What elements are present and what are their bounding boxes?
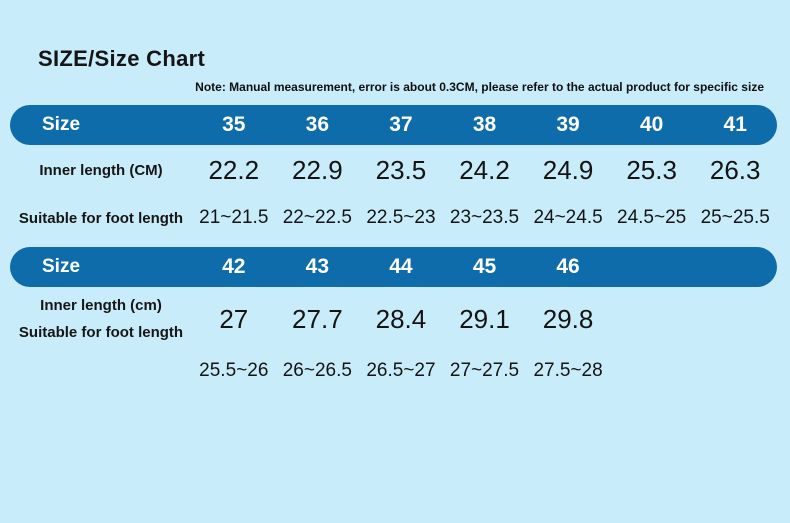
inner-length-value: 26.3 xyxy=(709,154,761,185)
inner-length-value: 29.8 xyxy=(542,303,594,334)
inner-length-value: 23.5 xyxy=(375,154,427,185)
size-value: 41 xyxy=(723,113,747,136)
inner-length-row-1: Inner length (CM) 22.2 22.9 23.5 24.2 24… xyxy=(10,145,777,195)
foot-length-value: 27.5~28 xyxy=(533,360,603,381)
foot-length-value: 22.5~23 xyxy=(366,207,436,228)
size-value: 43 xyxy=(305,255,330,278)
inner-length-value: 22.2 xyxy=(208,154,260,185)
size-header-label: Size xyxy=(42,114,81,135)
foot-length-value: 23~23.5 xyxy=(449,207,520,228)
inner-length-value: 29.1 xyxy=(459,303,510,334)
size-value: 35 xyxy=(222,113,246,136)
measurement-note: Note: Manual measurement, error is about… xyxy=(195,80,764,94)
size-header-bar-1: Size 35 36 37 38 39 40 41 xyxy=(10,105,777,145)
foot-length-row-1: Suitable for foot length 21~21.5 22~22.5… xyxy=(10,195,777,241)
size-value: 36 xyxy=(305,113,330,136)
inner-length-value: 24.9 xyxy=(542,154,594,185)
inner-length-value: 27 xyxy=(219,303,249,334)
size-value: 44 xyxy=(389,255,413,278)
foot-length-value: 26.5~27 xyxy=(366,360,436,381)
foot-length-value: 26~26.5 xyxy=(282,360,352,381)
size-value: 40 xyxy=(639,113,664,136)
foot-length-value: 24.5~25 xyxy=(617,207,687,228)
foot-length-label: Suitable for foot length xyxy=(18,324,184,341)
size-chart-page: SIZE/Size Chart Note: Manual measurement… xyxy=(0,46,790,391)
inner-length-value: 25.3 xyxy=(626,154,677,185)
row-labels-stacked: Inner length (cm) Suitable for foot leng… xyxy=(10,297,192,341)
foot-length-value: 27~27.5 xyxy=(449,360,520,381)
inner-length-label: Inner length (cm) xyxy=(40,297,162,314)
foot-length-value: 25~25.5 xyxy=(700,207,770,228)
size-header-bar-2: Size 42 43 44 45 46 xyxy=(10,247,777,287)
size-value: 45 xyxy=(472,255,497,278)
size-header-label: Size xyxy=(42,256,81,277)
foot-length-value: 24~24.5 xyxy=(533,207,603,228)
foot-length-label: Suitable for foot length xyxy=(18,209,184,227)
size-section-1: Size 35 36 37 38 39 40 41 Inner length (… xyxy=(0,105,790,241)
foot-length-value: 25.5~26 xyxy=(199,360,269,381)
inner-length-value: 22.9 xyxy=(292,154,343,185)
inner-length-value: 27.7 xyxy=(292,303,343,334)
inner-length-row-2: Inner length (cm) Suitable for foot leng… xyxy=(10,287,777,351)
foot-length-value: 21~21.5 xyxy=(199,207,269,228)
size-value: 39 xyxy=(556,113,580,136)
inner-length-value: 28.4 xyxy=(375,303,427,334)
inner-length-value: 24.2 xyxy=(459,154,510,185)
size-value: 42 xyxy=(222,255,246,278)
size-section-2: Size 42 43 44 45 46 Inner length (cm) Su… xyxy=(0,247,790,391)
size-value: 37 xyxy=(389,113,413,136)
foot-length-row-2: 25.5~26 26~26.5 26.5~27 27~27.5 27.5~28 xyxy=(10,351,777,391)
size-value: 38 xyxy=(472,113,497,136)
foot-length-value: 22~22.5 xyxy=(282,207,352,228)
page-title: SIZE/Size Chart xyxy=(38,46,206,71)
size-value: 46 xyxy=(556,255,580,278)
inner-length-label: Inner length (CM) xyxy=(39,161,163,179)
